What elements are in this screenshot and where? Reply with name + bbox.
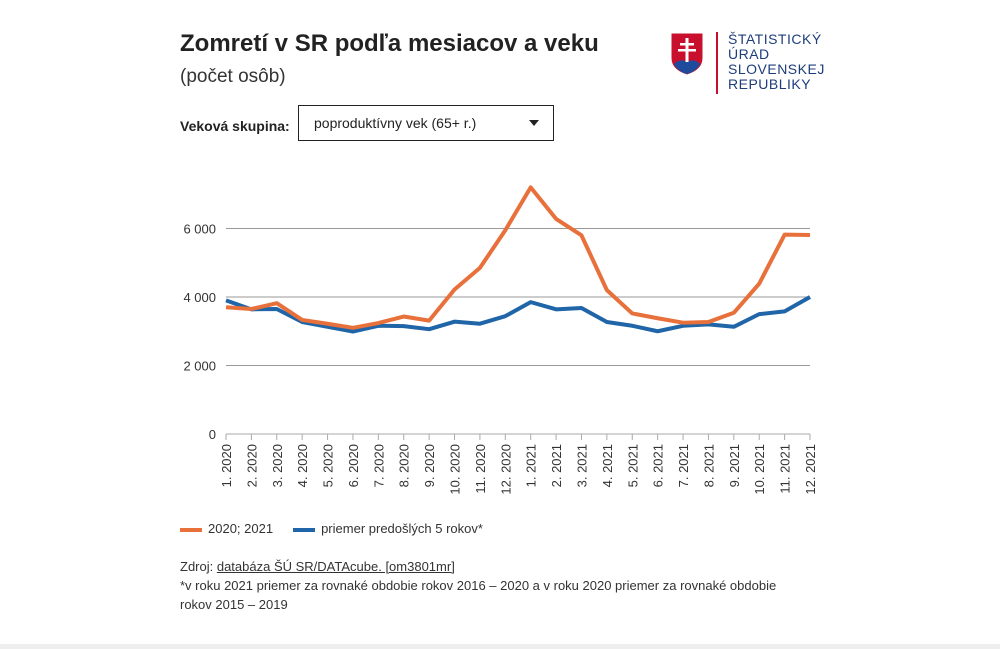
- x-tick-label: 7. 2021: [676, 444, 691, 487]
- page-title: Zomretí v SR podľa mesiacov a veku: [180, 30, 599, 57]
- y-tick-label: 6 000: [183, 222, 216, 237]
- y-tick-label: 4 000: [183, 290, 216, 305]
- x-tick-label: 9. 2021: [727, 444, 742, 487]
- logo-divider: [716, 32, 718, 94]
- x-tick-label: 3. 2021: [574, 444, 589, 487]
- logo-text: ŠTATISTICKÝ ÚRAD SLOVENSKEJ REPUBLIKY: [728, 31, 825, 92]
- y-tick-label: 0: [209, 427, 216, 442]
- source-note: Zdroj: databáza ŠÚ SR/DATAcube. [om3801m…: [180, 557, 800, 614]
- x-tick-label: 6. 2020: [346, 444, 361, 487]
- series-line-average: [225, 295, 811, 334]
- age-group-select[interactable]: poproduktívny vek (65+ r.): [298, 105, 554, 141]
- age-group-label: Veková skupina:: [180, 118, 290, 134]
- x-tick-label: 10. 2020: [448, 444, 463, 495]
- age-group-selected: poproduktívny vek (65+ r.): [314, 115, 477, 131]
- legend-item-2020-2021[interactable]: 2020; 2021: [180, 521, 273, 536]
- legend: 2020; 2021 priemer predošlých 5 rokov*: [180, 521, 483, 536]
- source-link[interactable]: databáza ŠÚ SR/DATAcube. [om3801mr]: [216, 559, 455, 574]
- x-tick-label: 11. 2021: [778, 444, 793, 494]
- chevron-down-icon: [529, 120, 539, 126]
- footnote: *v roku 2021 priemer za rovnaké obdobie …: [180, 578, 777, 612]
- x-tick-label: 11. 2020: [473, 444, 488, 494]
- x-tick-label: 1. 2020: [219, 444, 234, 487]
- page-subtitle: (počet osôb): [180, 66, 286, 87]
- x-tick-label: 12. 2020: [498, 444, 513, 495]
- x-tick-label: 1. 2021: [524, 444, 539, 487]
- x-tick-label: 7. 2020: [371, 444, 386, 487]
- legend-swatch-orange: [180, 527, 202, 532]
- x-tick-label: 4. 2020: [295, 444, 310, 487]
- x-tick-label: 4. 2021: [600, 444, 615, 487]
- x-tick-label: 3. 2020: [270, 444, 285, 487]
- x-tick-label: 8. 2020: [397, 444, 412, 487]
- x-tick-label: 9. 2020: [422, 444, 437, 487]
- x-tick-label: 2. 2021: [549, 444, 564, 487]
- susr-logo: ŠTATISTICKÝ ÚRAD SLOVENSKEJ REPUBLIKY: [670, 32, 825, 94]
- x-tick-label: 12. 2021: [803, 444, 818, 495]
- bottom-bar: [0, 644, 1000, 649]
- coat-of-arms-icon: [670, 32, 704, 76]
- x-tick-label: 5. 2020: [321, 444, 336, 487]
- x-tick-label: 10. 2021: [752, 444, 767, 495]
- legend-item-average[interactable]: priemer predošlých 5 rokov*: [293, 521, 483, 536]
- x-tick-label: 2. 2020: [244, 444, 259, 487]
- y-tick-label: 2 000: [183, 359, 216, 374]
- legend-swatch-blue: [293, 527, 316, 532]
- series-line-2020-2021: [225, 185, 811, 330]
- x-tick-label: 8. 2021: [701, 444, 716, 487]
- x-tick-label: 5. 2021: [625, 444, 640, 487]
- x-tick-label: 6. 2021: [651, 444, 666, 487]
